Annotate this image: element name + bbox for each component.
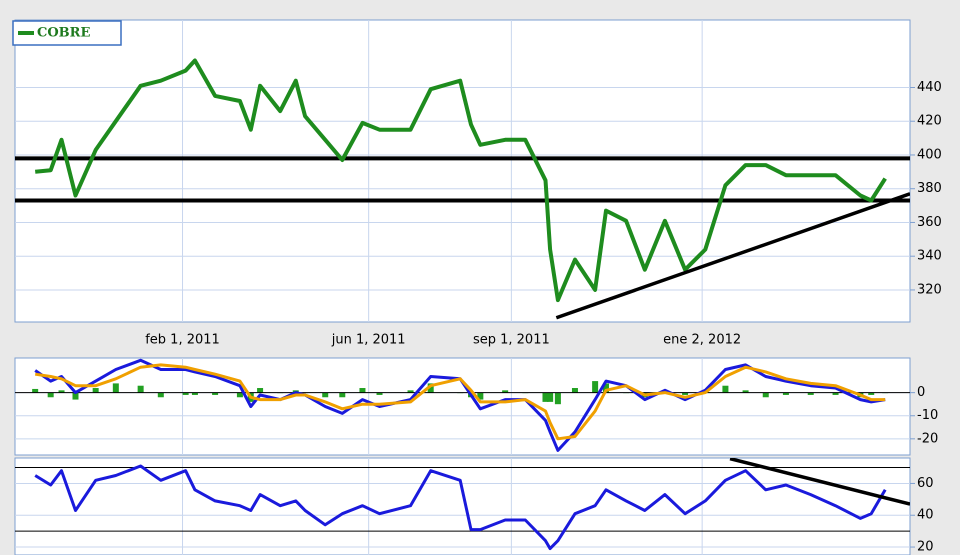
histogram-bar [376,392,383,395]
plot-layer [15,458,910,555]
histogram-bar [191,392,198,395]
histogram-bar [542,392,549,402]
series-line [34,464,887,551]
y-tick-label: -10 [917,408,938,423]
x-tick-label: sep 1, 2011 [473,333,550,348]
histogram-bar [137,385,144,393]
histogram-bar [58,390,65,393]
histogram-bar [407,390,414,393]
y-tick-label: 380 [917,181,942,196]
histogram-bar [742,390,749,393]
plot-area [14,457,911,555]
histogram-bar [571,388,578,393]
histogram-bar [782,392,789,395]
histogram-bar [592,381,599,393]
x-tick-label: feb 1, 2011 [145,333,220,348]
plot-area [14,357,911,456]
histogram-bar [427,383,434,393]
histogram-bar [72,392,79,400]
series-line [34,58,887,303]
histogram-bar [868,392,875,395]
histogram-bar [477,392,484,400]
histogram-bar [602,383,609,393]
histogram-bar [762,392,769,398]
histogram-bar [32,388,39,393]
plot-layer [15,20,910,322]
y-tick-label: 40 [917,508,934,523]
histogram-bar [157,392,164,398]
histogram-bar [322,392,329,398]
series-line [34,358,886,452]
y-tick-label: 20 [917,540,934,555]
histogram-bar [212,392,219,395]
histogram-bar [92,388,99,393]
histogram-bar [236,392,243,398]
trend-line [729,458,910,506]
y-tick-label: -20 [917,431,938,446]
y-tick-label: 440 [917,80,942,95]
y-tick-label: 420 [917,114,942,129]
histogram-bar [339,392,346,398]
histogram-bar [257,388,264,393]
histogram-bar [182,392,189,395]
histogram-bar [722,385,729,393]
histogram-bar [112,383,119,393]
y-tick-label: 400 [917,147,942,162]
x-tick-label: ene 2, 2012 [663,333,741,348]
legend-text: COBRE [37,26,90,41]
y-tick-label: 360 [917,215,942,230]
y-tick-label: 340 [917,249,942,264]
histogram-bar [502,390,509,393]
histogram-bar [554,392,561,405]
histogram-bar [682,392,689,395]
histogram-bar [47,392,54,398]
plot-area [14,19,911,323]
y-tick-label: 320 [917,282,942,297]
y-tick-label: 0 [917,385,925,400]
histogram-bar [832,392,839,395]
series-line [34,363,886,441]
histogram-bar [359,388,366,393]
x-tick-label: jun 1, 2011 [331,333,406,348]
y-tick-label: 60 [917,476,934,491]
plot-layer [15,358,910,455]
histogram-bar [547,392,554,402]
trend-line [555,192,910,320]
histogram-bar [807,392,814,395]
